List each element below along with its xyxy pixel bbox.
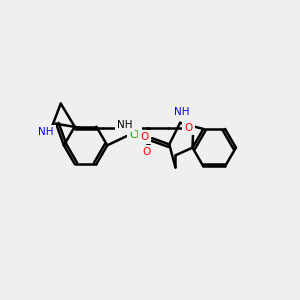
- Text: Cl: Cl: [129, 130, 140, 140]
- Text: O: O: [184, 123, 193, 133]
- Text: O: O: [143, 147, 151, 157]
- Text: NH: NH: [174, 107, 189, 117]
- Text: NH: NH: [117, 119, 133, 130]
- Text: NH: NH: [38, 127, 54, 137]
- Text: O: O: [140, 132, 148, 142]
